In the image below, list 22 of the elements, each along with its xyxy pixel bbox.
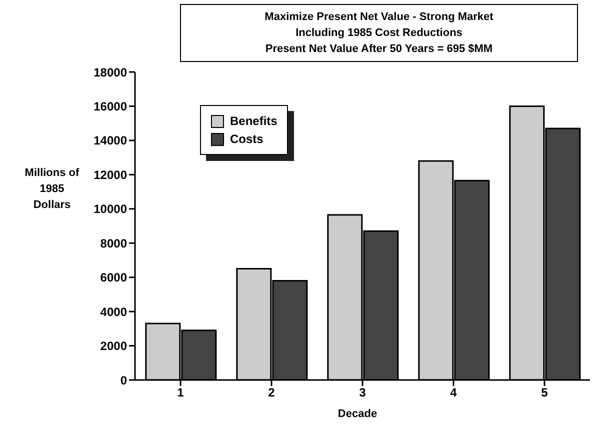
y-tick-label: 8000 (100, 236, 128, 250)
legend-label: Benefits (230, 113, 278, 130)
text: Present Net Value After 50 Years = 695 $MM (264, 42, 494, 57)
y-tick-label: 0 (120, 373, 128, 388)
y-tick-label: 2000 (100, 339, 128, 354)
y-tick-label: 6000 (100, 270, 128, 285)
x-tick-label: 3 (359, 386, 366, 400)
x-tick-label: 4 (450, 386, 458, 400)
x-axis-title: Decade (336, 408, 378, 420)
legend-label: Costs (230, 131, 264, 148)
y-tick-label: 14000 (94, 134, 128, 148)
x-tick-label: 1 (177, 386, 184, 400)
x-tick-label: 2 (268, 386, 276, 400)
y-tick-label: 10000 (94, 202, 128, 216)
y-tick-label: 18000 (94, 65, 128, 80)
y-tick-label: 12000 (94, 168, 128, 182)
y-axis-title: Millions of 1985 Dollars (24, 166, 80, 213)
chart-title: Maximize Present Net Value - Strong Market (264, 10, 494, 25)
x-tick-label: 5 (541, 386, 548, 400)
y-tick-label: 4000 (100, 304, 128, 319)
chart-subtitle: Including 1985 Cost Reductions (294, 26, 464, 41)
y-tick-label: 16000 (94, 99, 128, 114)
